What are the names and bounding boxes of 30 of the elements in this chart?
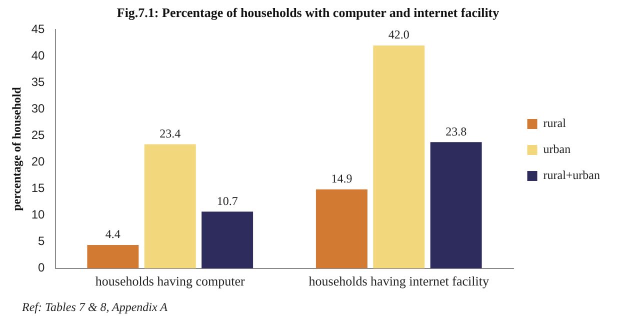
bar — [87, 245, 139, 268]
chart-title: Fig.7.1: Percentage of households with computer and internet facility — [116, 5, 500, 20]
y-tick-label: 25 — [31, 128, 46, 142]
legend-label: urban — [543, 142, 571, 156]
y-tick-label: 35 — [31, 74, 46, 89]
data-label: 23.8 — [446, 124, 467, 138]
bar — [430, 142, 482, 268]
y-tick-label: 5 — [38, 234, 46, 248]
y-axis-title: percentage of household — [9, 86, 24, 211]
bar — [373, 46, 425, 268]
y-tick-label: 45 — [31, 22, 46, 36]
y-tick-label: 15 — [31, 181, 46, 196]
data-label: 23.4 — [160, 126, 181, 140]
legend-label: rural — [543, 116, 567, 130]
y-tick-label: 10 — [31, 208, 46, 222]
x-tick-label: households having internet facility — [308, 274, 490, 289]
x-tick-label: households having computer — [95, 274, 246, 289]
y-tick-label: 20 — [31, 154, 46, 169]
bar — [144, 144, 196, 268]
y-tick-label: 30 — [31, 102, 46, 116]
data-label: 10.7 — [216, 194, 238, 208]
data-label: 4.4 — [105, 227, 120, 242]
legend-label: rural+urban — [543, 168, 600, 182]
y-tick-label: 40 — [31, 48, 46, 62]
data-label: 14.9 — [331, 171, 352, 186]
bar — [316, 189, 368, 268]
data-label: 42.0 — [388, 28, 410, 42]
y-tick-label: 0 — [38, 260, 46, 275]
bar — [202, 212, 254, 268]
text: Ref: Tables 7 & 8, Appendix A — [22, 300, 168, 315]
